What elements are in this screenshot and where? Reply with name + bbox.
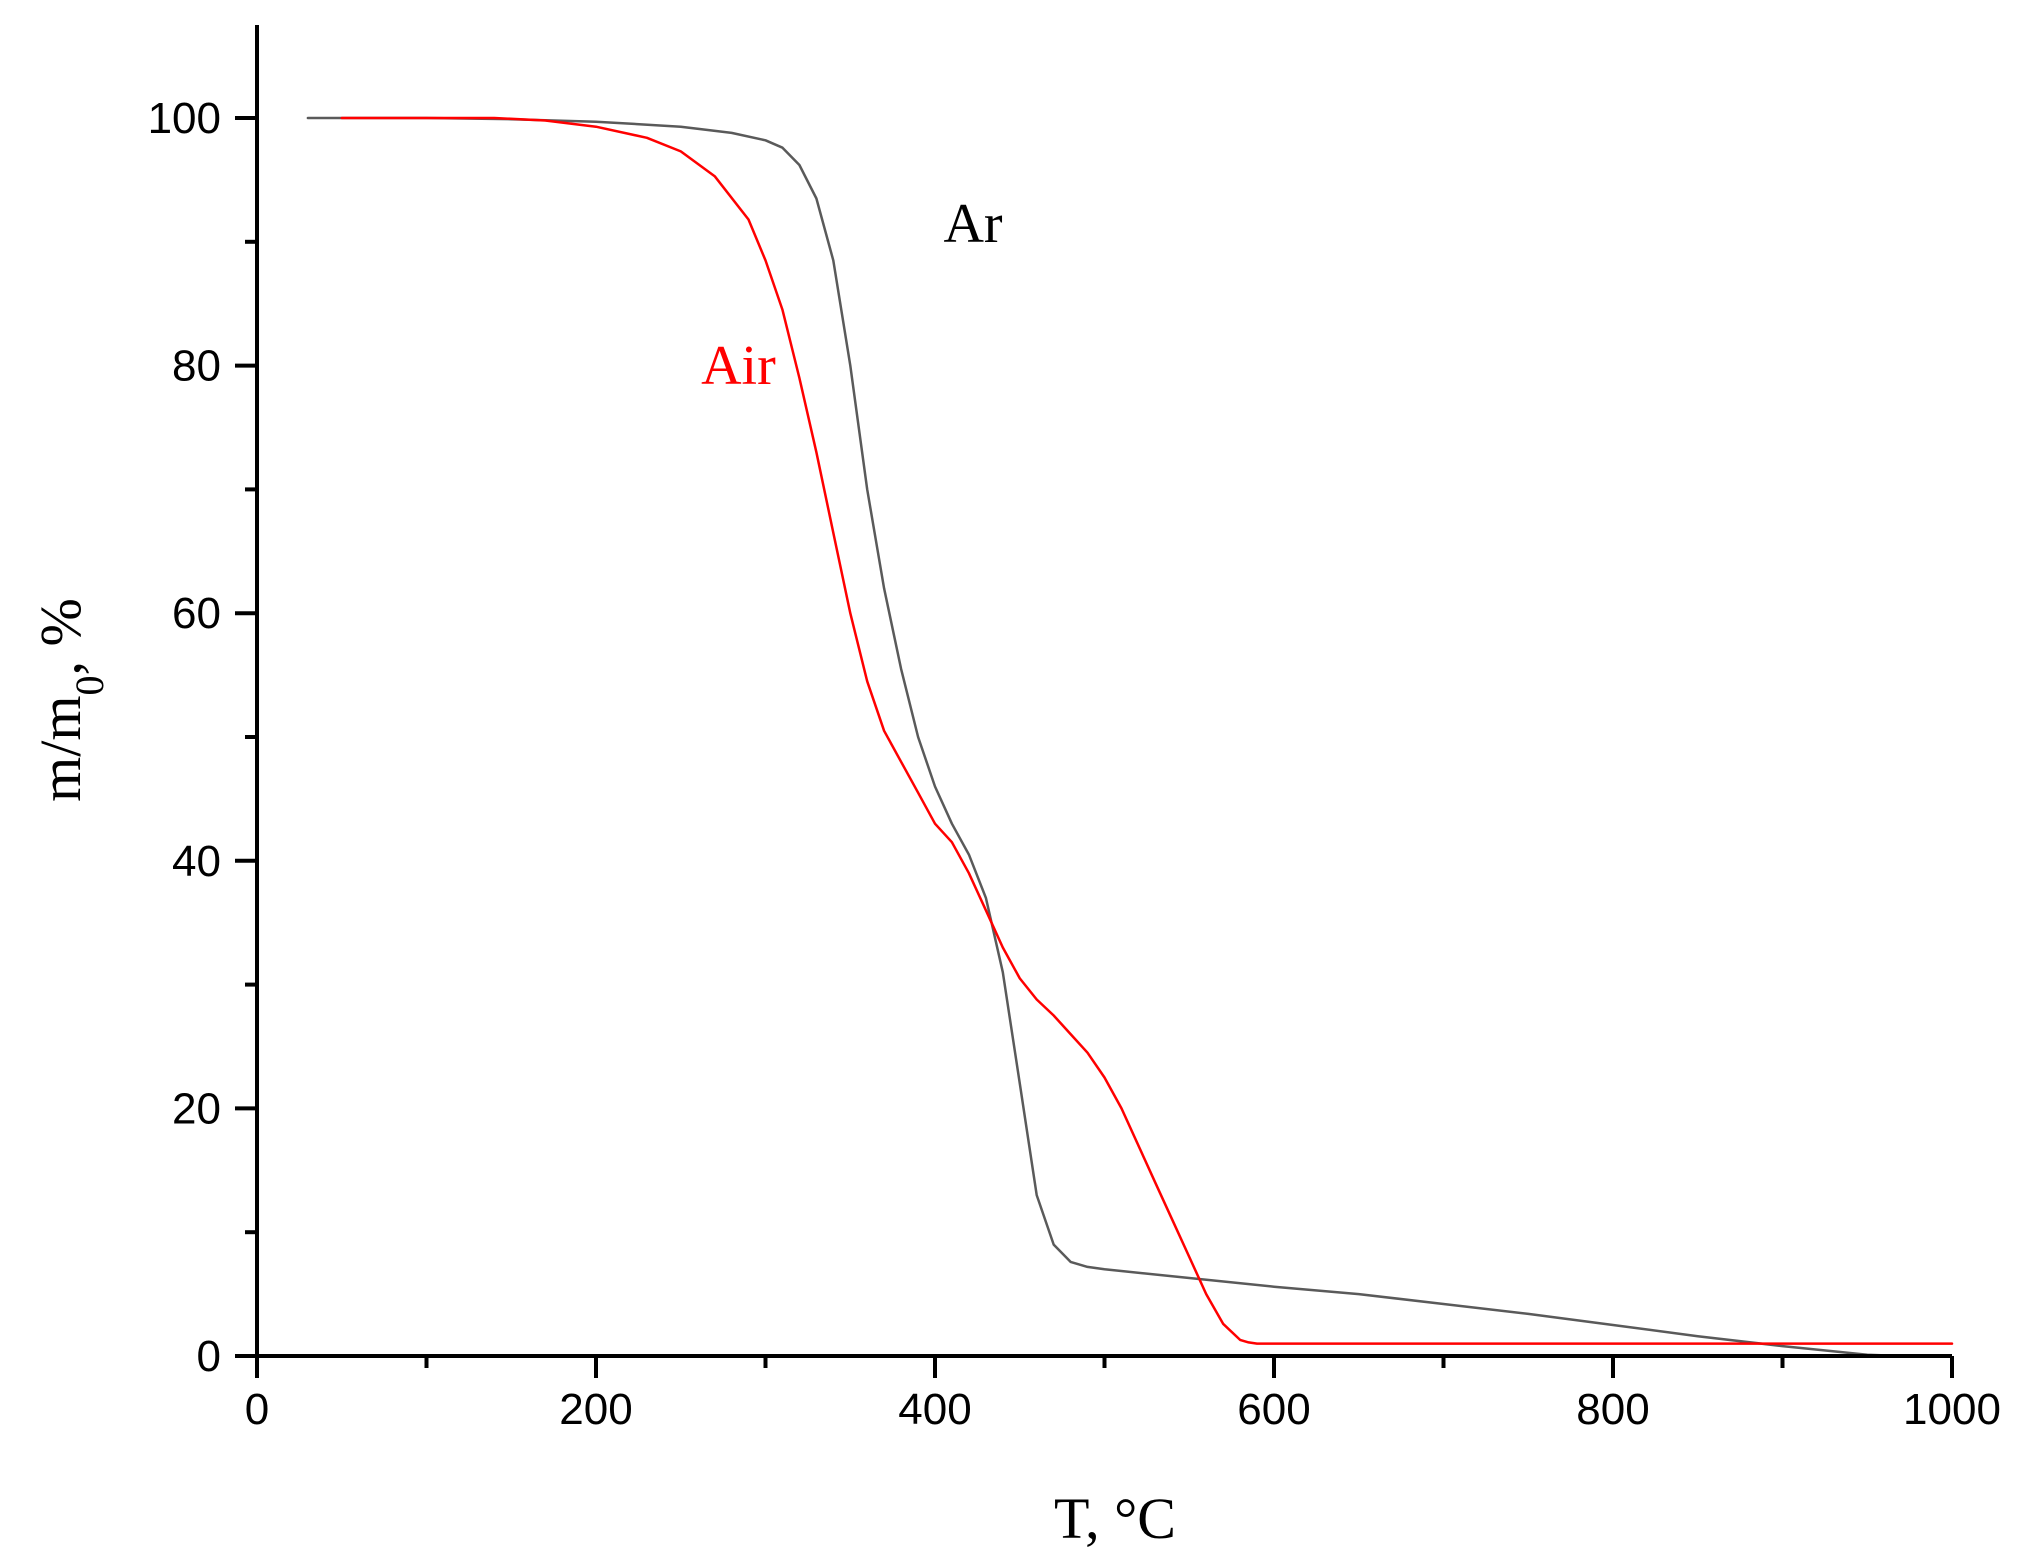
series-label-ar: Ar (943, 193, 1002, 255)
y-tick-label: 100 (148, 94, 221, 143)
y-axis-title-subscript: 0 (67, 675, 112, 695)
series-label-air: Air (701, 335, 776, 397)
y-tick-label: 60 (172, 589, 221, 638)
x-tick-label: 600 (1237, 1385, 1310, 1434)
x-tick-label: 400 (898, 1385, 971, 1434)
y-tick-label: 0 (197, 1332, 221, 1381)
y-tick-label: 20 (172, 1084, 221, 1133)
y-tick-label: 40 (172, 837, 221, 886)
series-layer (306, 116, 1954, 1358)
x-tick-label: 0 (245, 1385, 269, 1434)
x-tick-label: 200 (559, 1385, 632, 1434)
series-line-air (340, 116, 1954, 1345)
labels-layer: 0 200 400 600 800 1000 0 20 40 60 80 100 Ar Air (148, 94, 2001, 1434)
x-tick-label: 800 (1576, 1385, 1649, 1434)
axes-layer (255, 25, 1952, 1358)
y-axis-title: m/m0, % (28, 598, 112, 802)
y-tick-label: 80 (172, 342, 221, 391)
x-tick-label: 1000 (1903, 1385, 2001, 1434)
y-axis-title-main: m/m (28, 695, 93, 801)
x-axis-title: T, °C (1054, 1486, 1176, 1551)
y-axis-title-suffix: , % (28, 598, 93, 675)
ticks-layer (235, 116, 1954, 1378)
series-line-ar (306, 116, 1903, 1358)
